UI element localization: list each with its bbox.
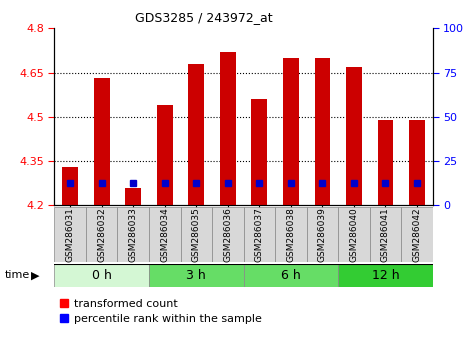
Text: GSM286037: GSM286037 xyxy=(255,207,264,262)
Bar xyxy=(86,207,117,262)
Bar xyxy=(94,79,110,205)
Text: GSM286032: GSM286032 xyxy=(97,207,106,262)
Bar xyxy=(188,64,204,205)
Legend: transformed count, percentile rank within the sample: transformed count, percentile rank withi… xyxy=(60,299,262,324)
Text: GSM286035: GSM286035 xyxy=(192,207,201,262)
Bar xyxy=(307,207,338,262)
Text: GSM286033: GSM286033 xyxy=(129,207,138,262)
Bar xyxy=(181,207,212,262)
Text: 12 h: 12 h xyxy=(372,269,399,282)
Bar xyxy=(117,207,149,262)
Text: GSM286039: GSM286039 xyxy=(318,207,327,262)
Bar xyxy=(212,207,244,262)
Text: GSM286034: GSM286034 xyxy=(160,207,169,262)
Bar xyxy=(283,58,299,205)
Bar xyxy=(244,264,338,287)
Text: ▶: ▶ xyxy=(31,270,40,280)
Text: 6 h: 6 h xyxy=(281,269,301,282)
Text: 0 h: 0 h xyxy=(92,269,112,282)
Bar xyxy=(149,207,181,262)
Text: GSM286041: GSM286041 xyxy=(381,207,390,262)
Text: time: time xyxy=(5,270,30,280)
Bar xyxy=(54,264,149,287)
Bar xyxy=(377,120,394,205)
Text: GSM286036: GSM286036 xyxy=(223,207,232,262)
Bar xyxy=(338,207,370,262)
Bar xyxy=(346,67,362,205)
Text: GDS3285 / 243972_at: GDS3285 / 243972_at xyxy=(135,11,272,24)
Bar xyxy=(220,52,236,205)
Bar xyxy=(275,207,307,262)
Text: GSM286031: GSM286031 xyxy=(66,207,75,262)
Bar xyxy=(409,120,425,205)
Bar xyxy=(338,264,433,287)
Bar xyxy=(125,188,141,205)
Text: 3 h: 3 h xyxy=(186,269,206,282)
Bar xyxy=(315,58,330,205)
Bar xyxy=(54,207,86,262)
Bar xyxy=(370,207,401,262)
Text: GSM286042: GSM286042 xyxy=(412,207,421,262)
Bar xyxy=(252,99,267,205)
Bar xyxy=(401,207,433,262)
Bar xyxy=(244,207,275,262)
Bar xyxy=(157,105,173,205)
Text: GSM286038: GSM286038 xyxy=(286,207,296,262)
Bar xyxy=(149,264,244,287)
Bar xyxy=(62,167,78,205)
Text: GSM286040: GSM286040 xyxy=(350,207,359,262)
